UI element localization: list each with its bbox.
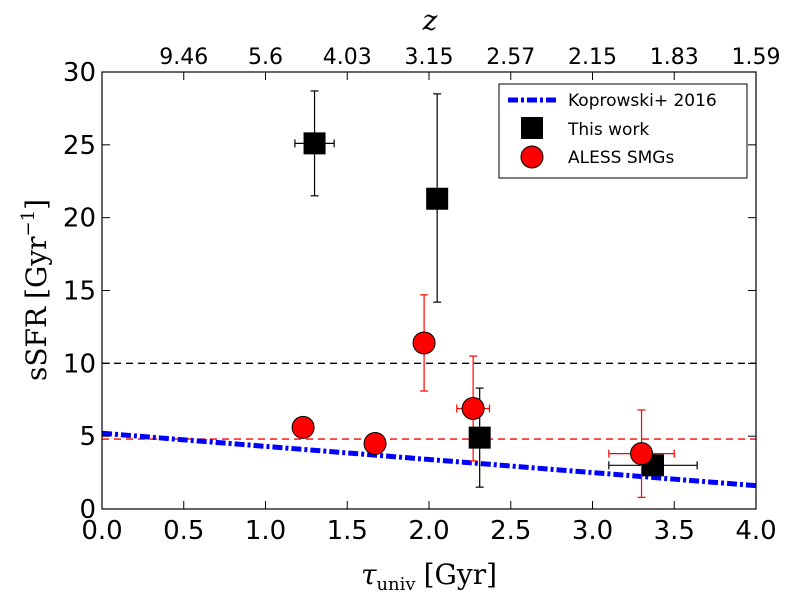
- top-axis-label: z: [422, 4, 438, 37]
- plot-frame: [101, 71, 757, 510]
- this-work-point-2: [468, 426, 491, 449]
- x-tick-label-8: 4.0: [735, 516, 776, 546]
- x-tick-label-4: 2.0: [408, 516, 449, 546]
- top-tick-label-0: 9.46: [159, 45, 208, 70]
- aless-smgs-point-0: [291, 415, 315, 439]
- aless-smgs-point-4: [630, 442, 654, 466]
- this-work-point-0: [303, 132, 326, 155]
- legend: Koprowski+ 2016 This work ALESS SMGs: [498, 83, 748, 179]
- y-tick-label-5: 25: [63, 131, 96, 161]
- y-tick-label-6: 30: [63, 58, 96, 88]
- aless-smgs-point-2: [412, 331, 436, 355]
- top-tick-label-1: 5.6: [248, 45, 283, 70]
- y-tick-label-0: 0: [79, 495, 96, 525]
- legend-koprowski-label: Koprowski+ 2016: [568, 91, 717, 111]
- x-tick-label-2: 1.0: [245, 516, 286, 546]
- y-tick-label-3: 15: [63, 277, 96, 307]
- x-tick-label-1: 0.5: [163, 516, 204, 546]
- x-tick-label-5: 2.5: [490, 516, 531, 546]
- this-work-point-1: [426, 187, 449, 210]
- x-axis-label: τuniv [Gyr]: [361, 558, 497, 595]
- legend-aless-label: ALESS SMGs: [568, 148, 674, 168]
- aless-smgs-point-3: [461, 396, 485, 420]
- y-axis-label: sSFR[Gyr−1]: [18, 199, 53, 381]
- legend-aless-marker: [520, 145, 544, 169]
- series-line-koprowski-2016: [102, 430, 756, 489]
- y-tick-label-4: 20: [63, 204, 96, 234]
- legend-this-work-label: This work: [567, 120, 649, 140]
- top-tick-label-2: 4.03: [323, 45, 372, 70]
- x-tick-label-0: 0.0: [81, 516, 122, 546]
- aless-smgs-point-1: [363, 431, 387, 455]
- x-tick-label-7: 3.5: [654, 516, 695, 546]
- x-tick-label-3: 1.5: [327, 516, 368, 546]
- top-tick-label-7: 1.59: [732, 45, 781, 70]
- y-tick-label-2: 10: [63, 349, 96, 379]
- top-tick-label-4: 2.57: [486, 45, 535, 70]
- y-tick-label-1: 5: [79, 422, 96, 452]
- legend-this-work-marker: [521, 117, 543, 139]
- top-tick-label-6: 1.83: [650, 45, 699, 70]
- x-tick-label-6: 3.0: [572, 516, 613, 546]
- top-tick-label-3: 3.15: [405, 45, 454, 70]
- top-tick-label-5: 2.15: [568, 45, 617, 70]
